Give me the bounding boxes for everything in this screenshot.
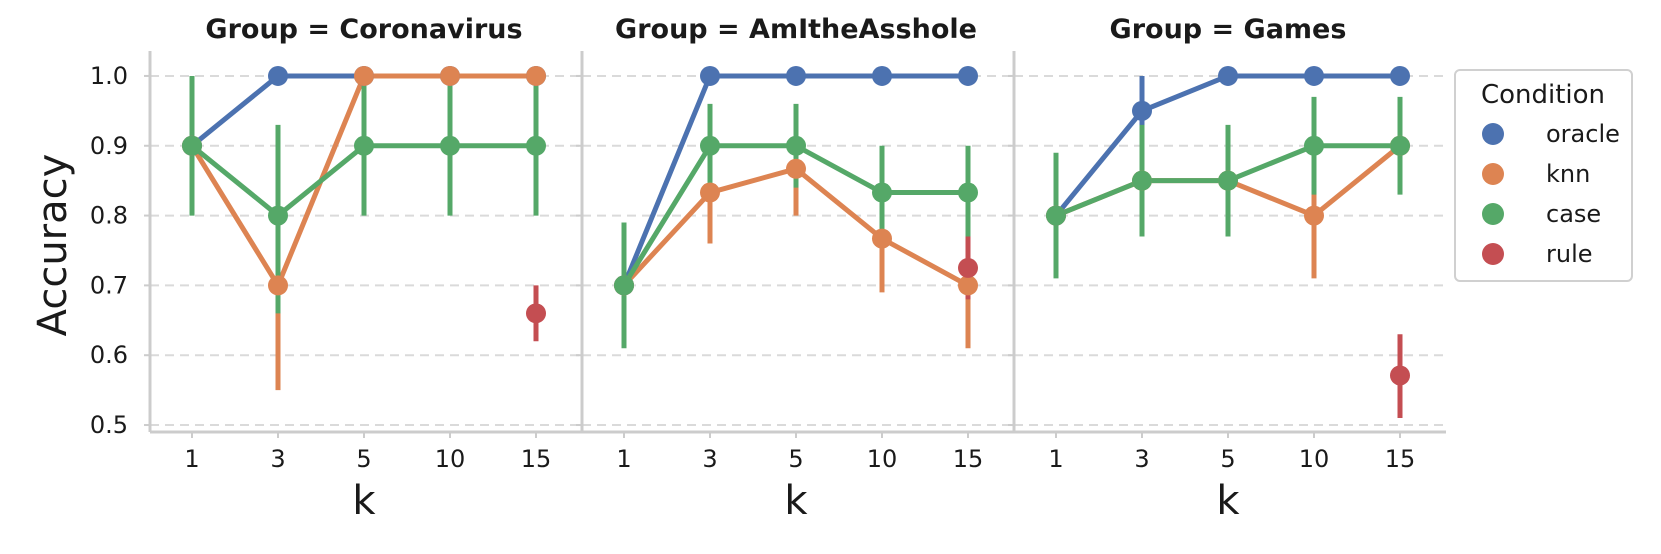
y-tick-label: 0.6: [90, 341, 128, 369]
data-point-knn: [786, 158, 806, 179]
legend-label-rule: rule: [1546, 240, 1593, 268]
x-tick-label: 3: [270, 445, 285, 473]
data-point-oracle: [1218, 65, 1238, 86]
y-tick-label: 0.9: [90, 132, 128, 160]
x-axis-title: k: [352, 478, 376, 524]
y-tick-label: 0.8: [90, 202, 128, 230]
data-point-case: [1132, 170, 1152, 191]
data-point-knn: [268, 275, 288, 296]
data-point-case: [354, 135, 374, 156]
data-point-knn: [872, 228, 892, 249]
x-tick-label: 5: [788, 445, 803, 473]
x-tick-label: 3: [702, 445, 717, 473]
data-point-knn: [1304, 205, 1324, 226]
legend-marker-knn: [1482, 163, 1504, 185]
data-point-rule: [958, 257, 978, 278]
data-point-case: [526, 135, 546, 156]
x-tick-label: 15: [1385, 445, 1416, 473]
data-point-oracle: [1304, 65, 1324, 86]
data-point-case: [958, 182, 978, 203]
y-tick-label: 0.5: [90, 411, 128, 439]
facet-panel-1: Group = Coronavirus 0.5 0.6 0.7 0.8 0.9 1.0 1 3 5…: [90, 14, 582, 524]
data-point-rule: [526, 303, 546, 324]
legend-title: Condition: [1481, 80, 1605, 110]
panel-title: Group = AmItheAsshole: [615, 14, 977, 45]
data-point-knn: [526, 65, 546, 86]
data-point-case: [1390, 135, 1410, 156]
facet-panel-3: Group = Games 1 3 5 10 15 k: [1008, 14, 1446, 524]
legend-marker-rule: [1482, 243, 1504, 265]
y-axis-title: Accuracy: [30, 154, 76, 337]
x-tick-label: 5: [356, 445, 371, 473]
data-point-oracle: [268, 65, 288, 86]
legend-marker-case: [1482, 203, 1504, 225]
data-point-oracle: [786, 65, 806, 86]
data-point-knn: [440, 65, 460, 86]
data-point-case: [1304, 135, 1324, 156]
data-point-case: [872, 182, 892, 203]
x-tick-label: 3: [1134, 445, 1149, 473]
data-point-case: [440, 135, 460, 156]
x-tick-label: 1: [184, 445, 199, 473]
data-point-rule: [1390, 365, 1410, 386]
facet-panel-2: Group = AmItheAsshole 1 3 5 10 15 k: [576, 14, 1014, 524]
legend-label-oracle: oracle: [1546, 120, 1620, 148]
data-point-oracle: [872, 65, 892, 86]
data-point-case: [1218, 170, 1238, 191]
x-axis-title: k: [784, 478, 808, 524]
x-axis-title: k: [1216, 478, 1240, 524]
y-tick-label: 0.7: [90, 271, 128, 299]
x-tick-label: 10: [435, 445, 466, 473]
legend-frame: [1454, 69, 1633, 282]
legend-marker-oracle: [1482, 123, 1504, 145]
legend: Condition oracle knn case rule: [1454, 69, 1633, 282]
x-tick-label: 1: [1048, 445, 1063, 473]
y-tick-label: 1.0: [90, 62, 128, 90]
data-point-oracle: [1132, 100, 1152, 121]
legend-label-case: case: [1546, 200, 1601, 228]
data-point-oracle: [958, 65, 978, 86]
data-point-case: [268, 205, 288, 226]
data-point-knn: [700, 182, 720, 203]
x-tick-label: 1: [616, 445, 631, 473]
data-point-oracle: [1390, 65, 1410, 86]
x-tick-label: 5: [1220, 445, 1235, 473]
data-point-case: [786, 135, 806, 156]
x-tick-label: 15: [521, 445, 552, 473]
x-tick-label: 15: [953, 445, 984, 473]
data-point-case: [614, 275, 634, 296]
data-point-case: [700, 135, 720, 156]
panel-title: Group = Games: [1110, 14, 1347, 45]
data-point-knn: [354, 65, 374, 86]
x-tick-label: 10: [867, 445, 898, 473]
x-tick-label: 10: [1299, 445, 1330, 473]
data-point-case: [182, 135, 202, 156]
panel-title: Group = Coronavirus: [205, 14, 522, 45]
legend-label-knn: knn: [1546, 160, 1590, 188]
data-point-case: [1046, 205, 1066, 226]
data-point-knn: [958, 275, 978, 296]
data-point-oracle: [700, 65, 720, 86]
